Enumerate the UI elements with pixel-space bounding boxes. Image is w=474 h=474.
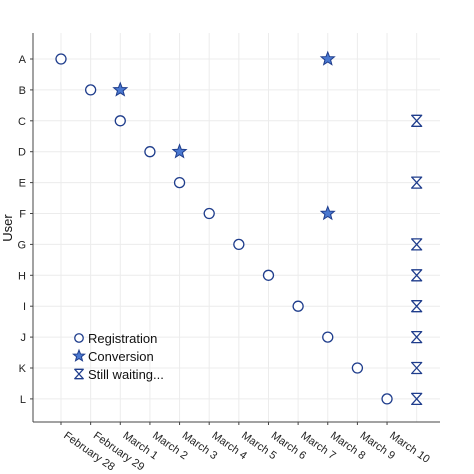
- y-tick-label: B: [19, 85, 26, 97]
- y-tick-label: H: [18, 270, 26, 282]
- waiting-marker: [411, 238, 423, 251]
- registration-marker: [292, 300, 304, 312]
- y-tick-label: C: [18, 116, 26, 128]
- y-tick-label: D: [18, 147, 26, 159]
- registration-marker: [203, 207, 215, 220]
- conversion-marker: [319, 205, 336, 221]
- legend-hourglass-icon: [74, 368, 84, 380]
- legend-label: Still waiting...: [88, 367, 164, 382]
- x-tick-label: March 10: [387, 430, 431, 466]
- y-tick-label: A: [19, 54, 27, 66]
- waiting-marker: [411, 330, 423, 344]
- legend-label: Conversion: [88, 349, 154, 364]
- registration-marker: [351, 362, 364, 374]
- y-tick-label: G: [17, 239, 26, 251]
- registration-marker: [262, 269, 275, 281]
- registration-marker: [55, 53, 67, 65]
- y-tick-label: J: [21, 332, 27, 344]
- registration-marker: [322, 331, 334, 343]
- grid-layer: [33, 33, 440, 422]
- legend: Registration Conversion Still waiting...: [72, 331, 164, 382]
- y-axis-label: User: [0, 214, 15, 242]
- y-tick-label: F: [19, 209, 26, 221]
- y-tick-label: E: [19, 178, 26, 190]
- y-tick-label: K: [19, 363, 27, 375]
- waiting-marker: [411, 269, 423, 282]
- conversion-marker: [171, 143, 188, 159]
- registration-marker: [233, 238, 245, 251]
- waiting-marker: [411, 300, 423, 313]
- registration-marker: [84, 84, 97, 96]
- waiting-marker: [411, 392, 423, 406]
- registration-marker: [173, 176, 186, 189]
- y-tick-label: L: [20, 394, 26, 406]
- legend-circle-icon: [74, 333, 84, 343]
- registration-marker: [144, 146, 156, 158]
- legend-star-icon: [72, 348, 86, 362]
- waiting-marker: [411, 361, 423, 375]
- registration-marker: [114, 115, 126, 127]
- conversion-marker: [112, 81, 129, 97]
- waiting-marker: [411, 114, 423, 127]
- waiting-marker: [411, 176, 423, 189]
- legend-label: Registration: [88, 331, 157, 346]
- marks-layer: [55, 50, 423, 406]
- conversion-marker: [319, 50, 336, 66]
- y-tick-label: I: [23, 301, 26, 313]
- registration-marker: [381, 393, 393, 405]
